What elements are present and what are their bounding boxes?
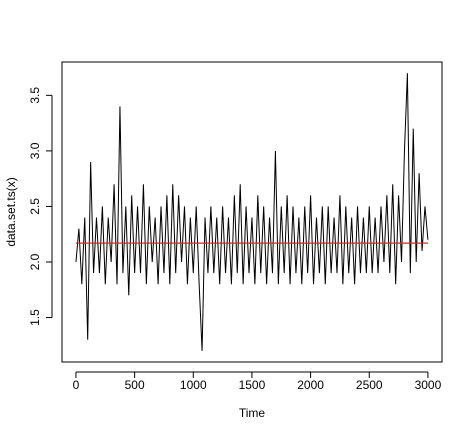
- x-tick-label: 0: [73, 378, 80, 392]
- plot-box: [61, 61, 443, 363]
- y-tick-label: 1.5: [28, 309, 42, 326]
- x-tick-label: 3000: [415, 378, 442, 392]
- series-line: [75, 73, 429, 351]
- x-tick-label: 1500: [239, 378, 266, 392]
- x-tick-label: 1000: [180, 378, 207, 392]
- y-tick-label: 3.0: [28, 142, 42, 159]
- x-tick-label: 500: [125, 378, 145, 392]
- y-axis-label: data.set.ts(x): [4, 177, 18, 246]
- x-axis-label: Time: [239, 406, 266, 420]
- x-tick-label: 2500: [356, 378, 383, 392]
- x-tick-label: 2000: [297, 378, 324, 392]
- y-tick-label: 3.5: [28, 87, 42, 104]
- y-tick-label: 2.5: [28, 198, 42, 215]
- y-tick-label: 2.0: [28, 253, 42, 270]
